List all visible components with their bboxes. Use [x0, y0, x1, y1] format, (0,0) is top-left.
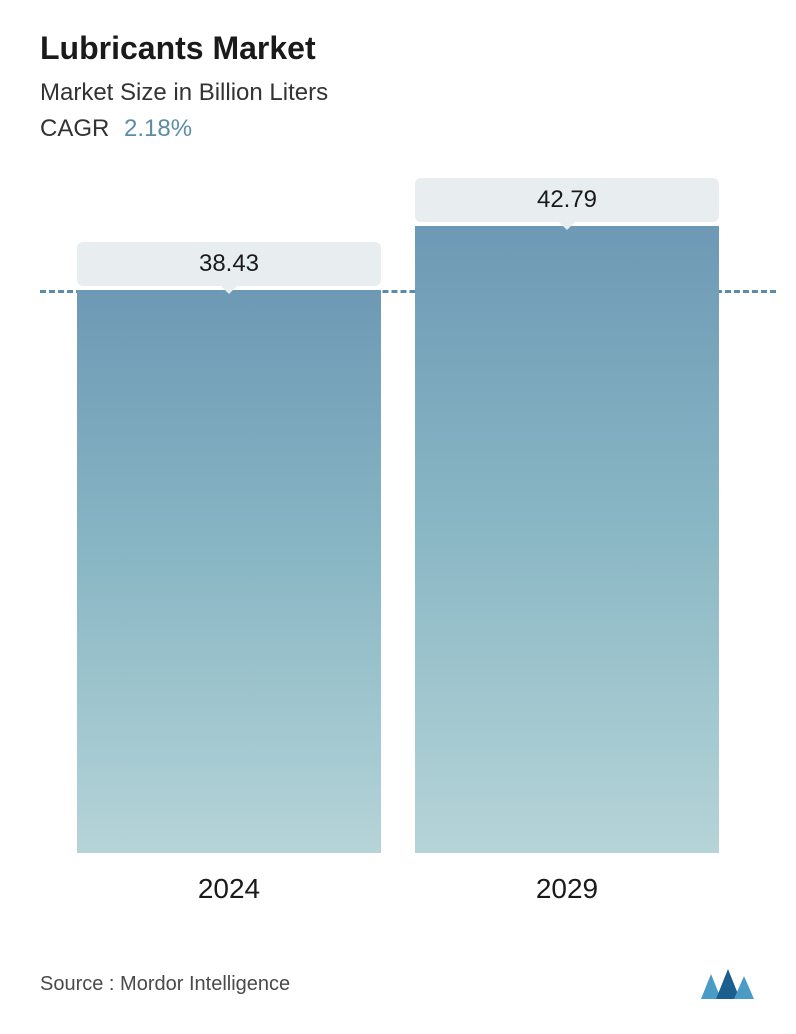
- bar-1: [77, 290, 381, 853]
- source-label: Source :: [40, 973, 114, 995]
- cagr-label: CAGR: [40, 115, 109, 142]
- bar-2: [415, 226, 719, 853]
- x-label-2: 2029: [415, 873, 719, 905]
- chart-title: Lubricants Market: [40, 30, 756, 67]
- bar-group-2: 42.79: [415, 178, 719, 853]
- value-label-2: 42.79: [415, 178, 719, 222]
- bars-container: 38.43 42.79: [60, 193, 736, 853]
- source-value: Mordor Intelligence: [120, 973, 290, 995]
- cagr-line: CAGR 2.18%: [40, 115, 756, 143]
- source-text: Source : Mordor Intelligence: [40, 973, 290, 996]
- mordor-logo-icon: [696, 964, 756, 1004]
- footer: Source : Mordor Intelligence: [40, 964, 756, 1004]
- value-label-1: 38.43: [77, 242, 381, 286]
- x-label-1: 2024: [77, 873, 381, 905]
- chart-area: 38.43 42.79: [60, 193, 736, 853]
- cagr-value: 2.18%: [124, 115, 192, 142]
- chart-subtitle: Market Size in Billion Liters: [40, 79, 756, 107]
- x-axis-labels: 2024 2029: [60, 873, 736, 905]
- bar-group-1: 38.43: [77, 242, 381, 853]
